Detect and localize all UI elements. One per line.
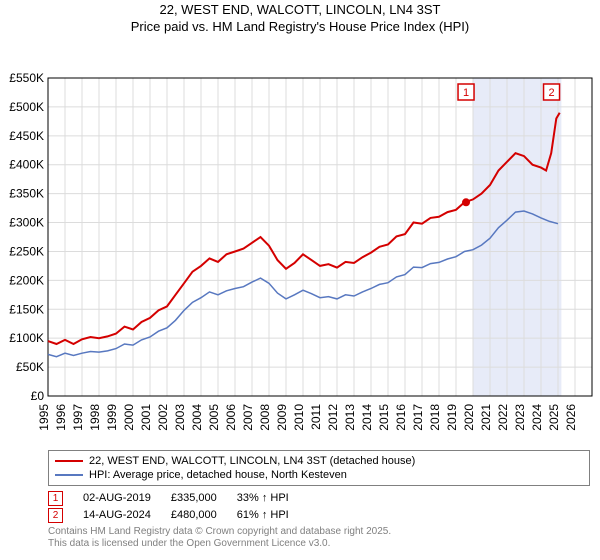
credits-line-1: Contains HM Land Registry data © Crown c…	[48, 526, 590, 539]
x-tick-label: 2001	[139, 403, 153, 430]
price-chart: £0 £50K £100K £150K £200K £250K £300K £350K £400…	[0, 36, 600, 446]
x-tick-label: 2024	[530, 403, 544, 430]
x-tick-label: 2023	[513, 403, 527, 430]
x-tick-label: 2022	[496, 403, 510, 430]
x-tick-label: 2002	[156, 403, 170, 430]
x-tick-label: 2005	[207, 403, 221, 430]
title-line-1: 22, WEST END, WALCOTT, LINCOLN, LN4 3ST	[0, 2, 600, 19]
sale-price: £480,000	[171, 507, 237, 524]
sale-delta: 33% ↑ HPI	[237, 490, 309, 507]
x-tick-label: 2026	[564, 403, 578, 430]
y-tick-label: £100K	[9, 331, 44, 345]
y-tick-label: £550K	[9, 71, 44, 85]
sale-row: 2 14-AUG-2024£480,00061% ↑ HPI	[48, 507, 309, 524]
legend-box: 22, WEST END, WALCOTT, LINCOLN, LN4 3ST …	[48, 450, 590, 486]
x-tick-label: 2000	[122, 403, 136, 430]
y-tick-label: £250K	[9, 244, 44, 258]
y-tick-label: £200K	[9, 273, 44, 287]
credits-line-2: This data is licensed under the Open Gov…	[48, 538, 590, 551]
sale-row: 1 02-AUG-2019£335,00033% ↑ HPI	[48, 490, 309, 507]
x-tick-label: 2025	[547, 403, 561, 430]
y-tick-label: £500K	[9, 100, 44, 114]
x-tick-label: 2011	[309, 403, 323, 429]
sale-marker-cell: 2	[48, 507, 83, 524]
legend-swatch	[55, 474, 83, 476]
sale-date: 14-AUG-2024	[83, 507, 171, 524]
x-tick-label: 2004	[190, 403, 204, 430]
chart-title: 22, WEST END, WALCOTT, LINCOLN, LN4 3ST …	[0, 0, 600, 36]
x-tick-label: 2020	[462, 403, 476, 430]
x-tick-label: 1999	[105, 403, 119, 430]
y-tick-label: £400K	[9, 158, 44, 172]
x-tick-label: 2009	[275, 403, 289, 430]
y-tick-label: £0	[31, 389, 45, 403]
x-tick-label: 2006	[224, 403, 238, 430]
legend-item: HPI: Average price, detached house, Nort…	[55, 469, 583, 481]
sale-marker-icon: 2	[48, 508, 63, 523]
x-tick-label: 1996	[54, 403, 68, 430]
x-tick-label: 2016	[394, 403, 408, 430]
sale-date: 02-AUG-2019	[83, 490, 171, 507]
sale-marker-number: 2	[548, 87, 554, 99]
legend-label: HPI: Average price, detached house, Nort…	[89, 469, 347, 481]
sale-marker-icon: 1	[48, 491, 63, 506]
y-tick-label: £50K	[16, 360, 44, 374]
sales-table: 1 02-AUG-2019£335,00033% ↑ HPI 2 14-AUG-202…	[48, 490, 590, 524]
y-tick-label: £150K	[9, 302, 44, 316]
legend-label: 22, WEST END, WALCOTT, LINCOLN, LN4 3ST …	[89, 455, 415, 467]
sale-marker-number: 1	[463, 87, 469, 99]
x-tick-label: 2018	[428, 403, 442, 430]
x-tick-label: 2003	[173, 403, 187, 430]
sale-price: £335,000	[171, 490, 237, 507]
y-tick-label: £450K	[9, 129, 44, 143]
x-tick-label: 2010	[292, 403, 306, 430]
x-tick-label: 2008	[258, 403, 272, 430]
x-tick-label: 2013	[343, 403, 357, 430]
legend-swatch	[55, 460, 83, 462]
x-tick-label: 1997	[71, 403, 85, 430]
x-tick-label: 1998	[88, 403, 102, 430]
credits: Contains HM Land Registry data © Crown c…	[48, 526, 590, 551]
sale-marker-cell: 1	[48, 490, 83, 507]
x-tick-label: 2019	[445, 403, 459, 430]
y-tick-label: £300K	[9, 215, 44, 229]
sale-point-1	[462, 198, 470, 206]
x-tick-label: 2017	[411, 403, 425, 430]
x-tick-label: 2014	[360, 403, 374, 430]
x-tick-label: 2012	[326, 403, 340, 430]
y-tick-label: £350K	[9, 186, 44, 200]
x-tick-label: 2007	[241, 403, 255, 430]
legend-item: 22, WEST END, WALCOTT, LINCOLN, LN4 3ST …	[55, 455, 583, 467]
shaded-band	[473, 78, 561, 396]
title-line-2: Price paid vs. HM Land Registry's House …	[0, 19, 600, 36]
x-tick-label: 1995	[37, 403, 51, 430]
sale-delta: 61% ↑ HPI	[237, 507, 309, 524]
x-tick-label: 2015	[377, 403, 391, 430]
chart-area: £0 £50K £100K £150K £200K £250K £300K £350K £400…	[0, 36, 600, 446]
x-tick-label: 2021	[479, 403, 493, 430]
